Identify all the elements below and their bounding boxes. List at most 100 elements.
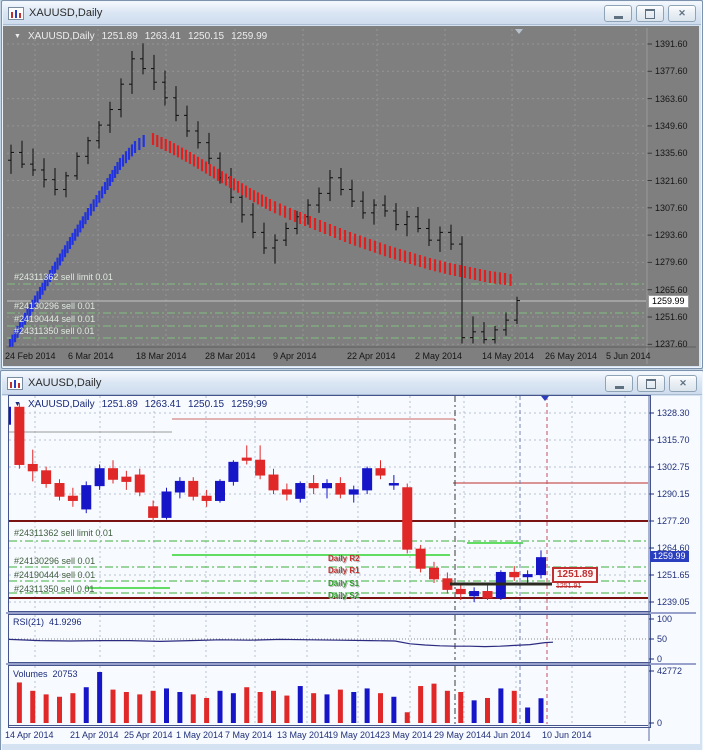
rsi-name: RSI(21) [13,617,45,627]
top-ohlc-header: ▼ XAUUSD,Daily 1251.89 1263.41 1250.15 1… [14,31,267,42]
date-tick-label: 9 Apr 2014 [273,351,317,361]
date-tick-label: 14 May 2014 [482,351,535,361]
low-value: 1250.15 [187,31,225,42]
restore-button[interactable] [636,5,664,22]
volume-tick-label: 42772 [657,666,683,676]
volumes-indicator-label: Volumes 20753 [13,669,78,679]
symbol-dropdown-arrow-icon[interactable]: ▼ [14,33,21,40]
price-tick-label: 1251.60 [655,312,688,322]
order-label[interactable]: #24190444 sell 0.01 [14,570,96,580]
chart-marker-icon [515,29,523,34]
price-tick-label: 1293.60 [655,230,688,241]
price-tick-label: 1264.60 [657,543,690,553]
price-tick-label: 1363.60 [655,93,688,104]
order-label[interactable]: #24311362 sell limit 0.01 [14,272,113,282]
close-icon: ✕ [679,378,687,388]
date-tick-label: 23 May 2014 [380,730,433,740]
order-label[interactable]: #24190444 sell 0.01 [14,314,96,324]
price-tick-label: 1315.70 [657,435,690,445]
volume-tick-label: 0 [657,718,663,728]
price-tick-label: 1279.60 [655,257,688,268]
rsi-tick-label: 0 [657,654,663,664]
price-tick-label: 1377.60 [655,66,688,77]
order-drag-price-box[interactable]: 1251.89 [552,567,599,583]
minimize-button[interactable] [604,5,632,22]
top-window-controls: ✕ [604,5,696,22]
date-tick-label: 13 May 2014 [277,730,330,740]
pivot-label: Daily R2 [328,554,360,563]
symbol-period: XAUUSD,Daily [27,399,95,410]
price-tick-label: 1391.60 [655,39,688,49]
open-value: 1251.89 [101,399,138,410]
chart-window-icon [8,6,24,20]
date-tick-label: 18 Mar 2014 [136,351,187,361]
date-tick-label: 25 Apr 2014 [124,730,173,740]
price-tick-label: 1328.30 [657,408,690,418]
order-label[interactable]: #24130296 sell 0.01 [14,301,96,311]
date-tick-label: 28 Mar 2014 [205,351,256,361]
chart-window-icon [7,376,23,390]
minimize-icon [613,15,623,19]
date-tick-label: 7 May 2014 [225,730,273,740]
date-tick-label: 5 Jun 2014 [606,351,651,361]
close-button[interactable]: ✕ [669,375,697,392]
pivot-label: Daily R1 [328,566,360,575]
bottom-window-titlebar[interactable]: XAUUSD,Daily ✕ [2,372,702,395]
minimize-icon [614,385,624,389]
panel-separator[interactable] [6,611,696,614]
date-tick-label: 14 Apr 2014 [5,730,54,740]
bottom-window-controls: ✕ [605,375,697,392]
chart-window-top: XAUUSD,Daily ✕ [1,0,703,369]
symbol-period: XAUUSD,Daily [27,31,95,42]
rsi-value: 41.9296 [49,617,82,627]
rsi-panel-frame [8,614,651,663]
restore-button[interactable] [637,375,665,392]
date-tick-label: 10 Jun 2014 [542,730,592,740]
restore-icon [645,8,655,19]
open-value: 1251.89 [101,31,138,42]
top-chart-area[interactable] [3,26,699,366]
price-tick-label: 1349.60 [655,120,688,131]
price-tick-label: 1335.60 [655,148,688,159]
price-tick-label: 1290.15 [657,489,690,499]
panel-separator[interactable] [6,662,696,665]
price-tick-label: 1239.05 [657,597,690,607]
date-tick-label: 4 Jun 2014 [486,730,531,740]
minimize-button[interactable] [605,375,633,392]
order-label[interactable]: #24311350 sell 0.01 [14,326,95,336]
pivot-label: Daily S1 [328,579,360,588]
date-tick-label: 21 Apr 2014 [70,730,119,740]
volumes-value: 20753 [52,669,78,679]
close-value: 1259.99 [231,399,268,410]
current-price-tag: 1259.99 [648,295,689,308]
rsi-tick-label: 100 [657,614,673,624]
pivot-label: Daily S2 [328,591,360,600]
low-value: 1250.15 [187,399,225,410]
bottom-window-title: XAUUSD,Daily [28,377,102,389]
price-tick-label: 1307.60 [655,202,688,213]
chart-marker-icon [541,396,549,401]
price-tick-label: 1251.65 [657,570,690,580]
close-button[interactable]: ✕ [668,5,696,22]
symbol-dropdown-arrow-icon[interactable]: ▼ [14,401,21,408]
restore-icon [646,378,656,389]
date-tick-label: 26 May 2014 [545,351,598,361]
order-label[interactable]: #24311350 sell 0.01 [14,584,95,594]
order-label[interactable]: #24130296 sell 0.01 [14,556,96,566]
order-label[interactable]: #24311362 sell limit 0.01 [14,528,113,538]
price-tick-label: 1237.60 [655,339,688,350]
date-tick-label: 29 May 2014 [434,730,487,740]
top-window-title: XAUUSD,Daily [29,7,103,19]
date-tick-label: 22 Apr 2014 [347,351,396,361]
top-window-titlebar[interactable]: XAUUSD,Daily ✕ [3,2,701,25]
order-drag-old-price: 1251.91 [556,583,582,590]
price-tick-label: 1277.20 [657,516,690,526]
high-value: 1263.41 [144,399,181,410]
price-tick-label: 1302.75 [657,462,690,472]
date-tick-label: 2 May 2014 [415,351,463,361]
date-tick-label: 1 May 2014 [176,730,224,740]
rsi-tick-label: 50 [657,634,668,644]
high-value: 1263.41 [144,31,181,42]
close-icon: ✕ [678,8,686,18]
